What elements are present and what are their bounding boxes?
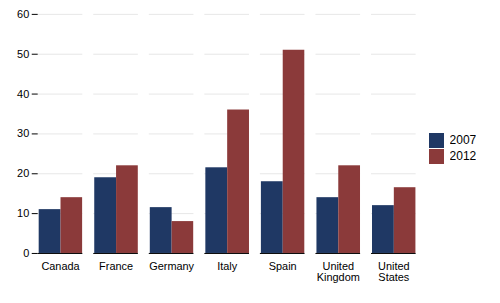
svg-text:60: 60 — [17, 8, 29, 20]
html-text:2007: 2007 — [449, 133, 477, 147]
svg-text:50: 50 — [17, 48, 29, 60]
svg-text:France: France — [99, 260, 133, 272]
svg-text:30: 30 — [17, 127, 29, 139]
svg-text:Italy: Italy — [217, 260, 238, 272]
svg-text:UnitedStates: UnitedStates — [378, 260, 410, 283]
html-text:2012: 2012 — [449, 149, 477, 163]
svg-text:Germany: Germany — [149, 260, 194, 272]
svg-text:UnitedKingdom: UnitedKingdom — [317, 260, 360, 283]
svg-text:0: 0 — [23, 247, 29, 259]
svg-text:20: 20 — [17, 167, 29, 179]
svg-text:40: 40 — [17, 88, 29, 100]
svg-text:Canada: Canada — [41, 260, 80, 272]
svg-text:Spain: Spain — [269, 260, 297, 272]
svg-text:10: 10 — [17, 207, 29, 219]
